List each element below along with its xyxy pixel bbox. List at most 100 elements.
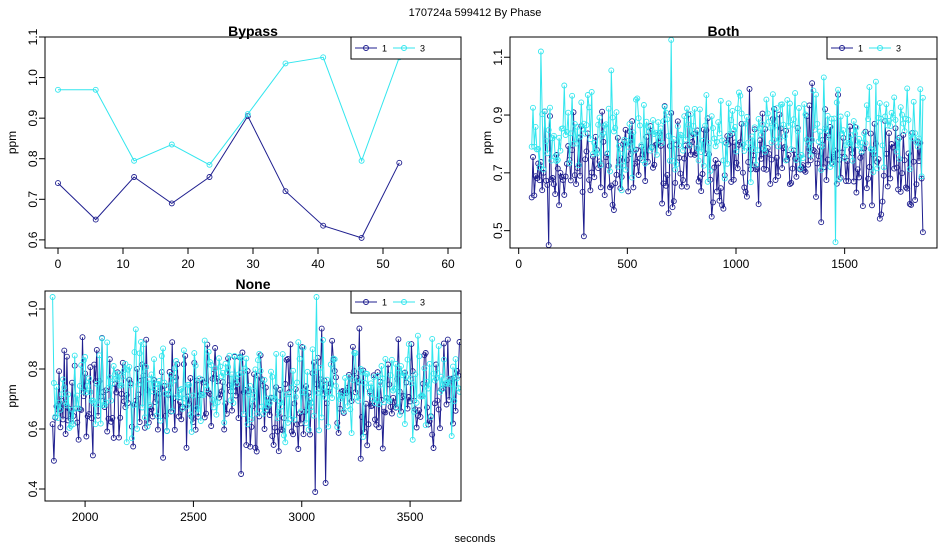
data-point [149, 388, 156, 395]
data-point [366, 388, 373, 395]
data-point [282, 188, 289, 195]
series-line-1 [52, 328, 460, 493]
panel-title: Both [708, 23, 740, 39]
data-point [640, 102, 647, 108]
data-point [312, 369, 319, 376]
data-point [636, 122, 643, 129]
data-point [444, 336, 451, 343]
data-point [257, 368, 264, 374]
data-point [872, 140, 879, 147]
data-point [567, 177, 574, 184]
data-point [210, 404, 217, 411]
data-point [391, 385, 398, 392]
data-point [919, 229, 926, 236]
data-point [55, 180, 61, 187]
data-point [131, 349, 138, 356]
data-point [439, 386, 446, 392]
data-point [357, 366, 364, 372]
data-point [814, 120, 821, 127]
y-tick-label: 1.1 [491, 49, 505, 66]
data-point [369, 395, 376, 402]
data-point [290, 431, 297, 438]
data-point [443, 380, 450, 387]
series-3 [49, 294, 461, 446]
data-point [164, 428, 170, 435]
data-point [901, 157, 908, 164]
data-point [897, 104, 904, 111]
data-point [450, 420, 456, 427]
data-point [558, 174, 565, 180]
data-point [148, 371, 155, 378]
data-point [234, 381, 241, 388]
data-point [582, 156, 589, 163]
data-point [806, 102, 813, 109]
data-point [569, 92, 576, 99]
data-point [891, 94, 898, 101]
data-point [892, 116, 899, 123]
data-point [831, 115, 838, 122]
data-point [168, 200, 175, 207]
y-tick-label: 0.8 [26, 150, 40, 167]
data-point [212, 345, 219, 351]
data-point [400, 370, 407, 377]
data-point [271, 395, 278, 402]
data-point [806, 146, 813, 153]
data-point [288, 428, 295, 435]
data-point [824, 112, 831, 119]
data-point [386, 381, 393, 388]
data-point [299, 389, 306, 396]
data-point [136, 350, 143, 357]
data-point [79, 334, 86, 341]
data-point [411, 408, 417, 415]
data-point [182, 352, 189, 359]
data-point [405, 341, 412, 348]
data-point [908, 201, 915, 208]
data-point [884, 183, 891, 190]
series-1 [55, 113, 403, 241]
data-point [236, 353, 243, 360]
data-point [680, 147, 686, 154]
data-point [532, 123, 539, 130]
data-point [633, 96, 639, 103]
data-point [262, 384, 269, 391]
y-tick-label: 0.9 [491, 106, 505, 123]
data-point [165, 390, 172, 397]
data-point [547, 104, 553, 111]
data-point [541, 108, 548, 115]
data-point [382, 355, 389, 362]
data-point [528, 143, 535, 150]
data-point [687, 111, 694, 118]
data-point [450, 363, 456, 370]
data-point [601, 122, 608, 129]
data-point [413, 399, 420, 406]
data-point [252, 366, 259, 373]
data-point [698, 149, 705, 156]
data-point [613, 109, 620, 116]
data-point [880, 164, 887, 171]
data-point [545, 127, 552, 133]
data-point [373, 396, 380, 403]
data-point [717, 185, 724, 192]
data-point [113, 389, 120, 396]
data-point [385, 396, 391, 403]
data-point [261, 376, 268, 383]
data-point [717, 97, 724, 104]
data-point [193, 404, 200, 411]
data-point [113, 375, 120, 382]
data-point [586, 104, 593, 111]
data-point [304, 368, 311, 375]
data-point [388, 356, 395, 363]
data-point [166, 369, 173, 375]
data-point [248, 423, 255, 430]
data-point [781, 133, 788, 140]
plot-frame [44, 36, 462, 249]
data-point [203, 410, 209, 417]
data-point [736, 89, 742, 96]
data-point [805, 161, 812, 168]
data-point [734, 105, 741, 112]
data-point [732, 124, 739, 131]
data-point [314, 389, 321, 396]
data-point [578, 99, 585, 106]
data-point [275, 448, 282, 455]
data-point [874, 165, 881, 172]
